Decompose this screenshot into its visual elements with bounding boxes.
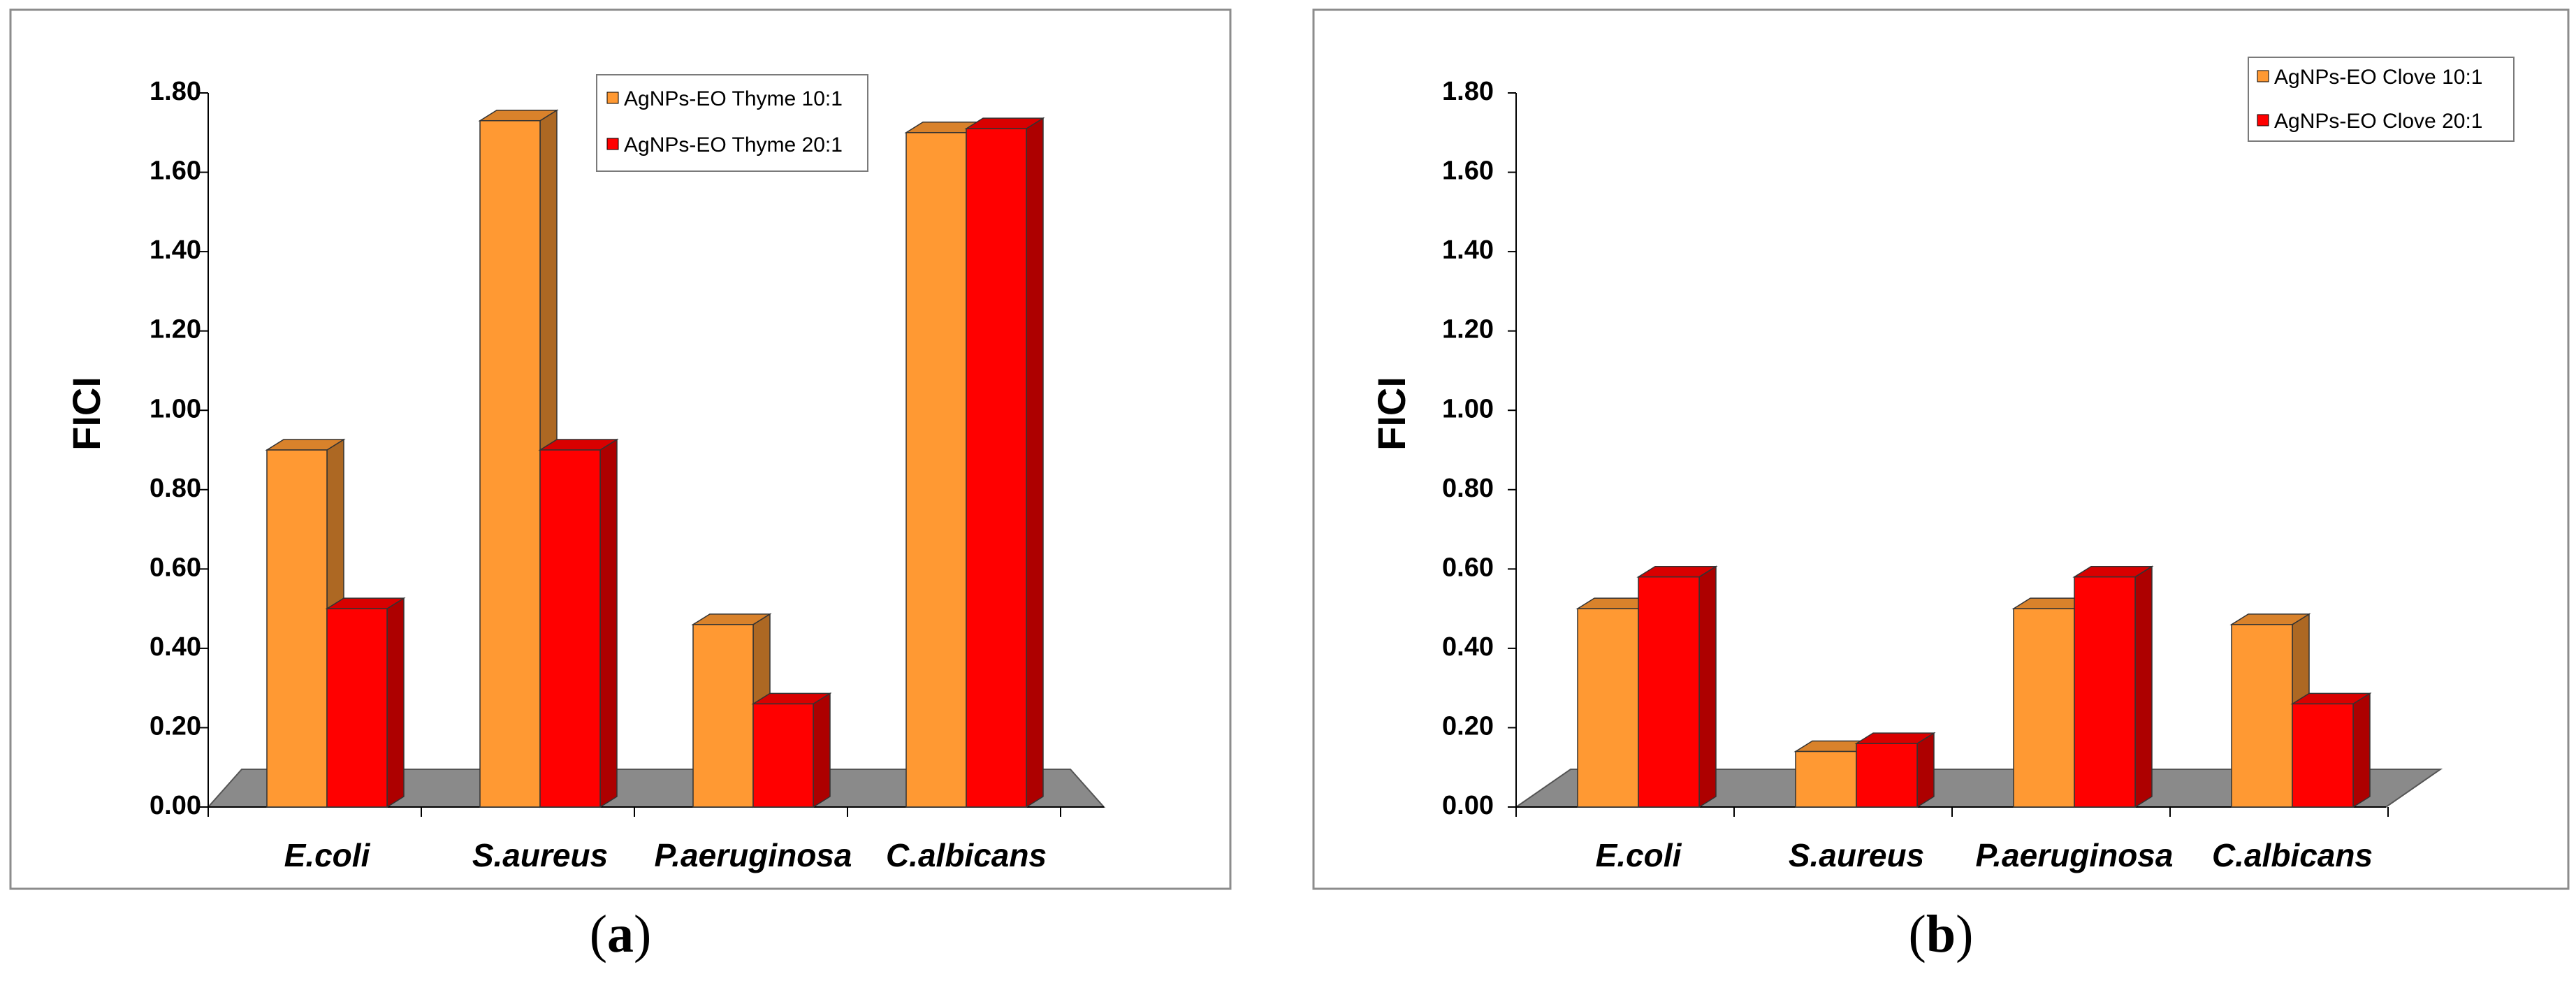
panel-b-legend-label-1: AgNPs-EO Clove 20:1: [2274, 110, 2482, 133]
panel-a-y-tick-label: 0.60: [150, 553, 201, 582]
panel-a-y-tick-label: 1.60: [150, 157, 201, 186]
bar-front-face: [1795, 750, 1857, 808]
bar-side-face: [1698, 565, 1717, 808]
panel-a-x-ticks: [208, 807, 1061, 817]
bar-front-face: [2292, 703, 2354, 808]
bar-front-face: [2231, 624, 2293, 808]
panel-a-caption: (a): [590, 905, 652, 964]
bar-side-face: [813, 692, 831, 808]
panel-a-legend: AgNPs-EO Thyme 10:1 AgNPs-EO Thyme 20:1: [596, 74, 868, 172]
bar-side-face: [599, 438, 618, 808]
panel-a-category-label: S.aureus: [472, 837, 608, 873]
panel-b-y-tick-label: 1.40: [1442, 235, 1494, 265]
panel-a-category-label: P.aeruginosa: [655, 837, 852, 873]
panel-b-bar: [1854, 732, 1936, 808]
panel-b: 0.00 0.20 0.40 0.60 0.80 1.00 1.20 1.40 1.60 1.80…: [1312, 8, 2570, 890]
panel-b-y-tick-label: 0.00: [1442, 791, 1494, 820]
panel-a-y-tick-label: 1.00: [150, 394, 201, 423]
panel-b-legend: AgNPs-EO Clove 10:1 AgNPs-EO Clove 20:1: [2248, 57, 2515, 142]
panel-b-legend-label-0: AgNPs-EO Clove 10:1: [2274, 66, 2482, 89]
panel-b-bar: [2290, 692, 2372, 808]
bar-front-face: [2074, 576, 2136, 808]
panel-b-caption: (b): [1909, 905, 1974, 964]
bar-front-face: [1577, 608, 1639, 808]
panel-a-y-tick-label: 0.40: [150, 632, 201, 662]
bar-front-face: [1856, 743, 1918, 808]
panel-a-category-labels: E.coli S.aureus P.aeruginosa C.albicans: [284, 837, 1047, 873]
panel-a-category-label: E.coli: [284, 837, 371, 873]
panel-a-legend-box: [596, 74, 868, 172]
panel-b-legend-swatch-0: [2257, 70, 2269, 82]
panel-b-bar: [2072, 565, 2154, 808]
panel-b-category-label: E.coli: [1596, 837, 1682, 873]
bar-front-face: [752, 703, 814, 808]
panel-a-y-tick-label: 0.80: [150, 474, 201, 503]
panel-a-bar: [751, 692, 832, 808]
panel-a-y-tick-label: 1.40: [150, 235, 201, 265]
panel-b-y-tick-label: 0.80: [1442, 474, 1494, 503]
panel-a-legend-swatch-0: [606, 92, 619, 104]
panel-b-category-label: C.albicans: [2212, 837, 2373, 873]
panel-a-y-tick-label: 1.20: [150, 315, 201, 344]
bar-side-face: [1026, 117, 1044, 808]
bar-front-face: [266, 449, 328, 808]
panel-b-legend-box: [2248, 57, 2515, 142]
panel-a: 0.00 0.20 0.40 0.60 0.80 1.00 1.20 1.40 1.60 1.80…: [9, 8, 1232, 890]
panel-b-category-label: P.aeruginosa: [1976, 837, 2174, 873]
bar-front-face: [479, 119, 541, 808]
bar-side-face: [2352, 692, 2371, 808]
panel-a-y-axis-title: FICI: [64, 377, 108, 451]
panel-a-bar: [325, 597, 406, 808]
panel-a-bar: [964, 117, 1045, 808]
panel-a-legend-label-0: AgNPs-EO Thyme 10:1: [624, 87, 843, 110]
panel-b-y-axis-title: FICI: [1369, 377, 1413, 451]
bar-front-face: [539, 449, 601, 808]
panel-b-category-labels: E.coli S.aureus P.aeruginosa C.albicans: [1596, 837, 2373, 873]
panel-a-y-tick-label: 1.80: [150, 77, 201, 106]
bar-side-face: [386, 597, 405, 808]
bar-front-face: [1638, 576, 1700, 808]
bar-front-face: [2013, 608, 2075, 808]
bar-front-face: [966, 128, 1027, 808]
panel-b-y-tick-label: 1.20: [1442, 315, 1494, 344]
bar-side-face: [1916, 732, 1935, 808]
panel-a-category-label: C.albicans: [886, 837, 1047, 873]
panel-a-y-ticks: 0.00 0.20 0.40 0.60 0.80 1.00 1.20 1.40 1.60 1.80: [150, 77, 208, 820]
panel-b-category-label: S.aureus: [1789, 837, 1924, 873]
panel-b-y-tick-label: 1.60: [1442, 157, 1494, 186]
bar-front-face: [692, 624, 754, 808]
panel-b-bars: [1576, 565, 2372, 808]
panel-b-bar: [1636, 565, 1718, 808]
panel-a-bars: [265, 109, 1045, 808]
panel-a-y-tick-label: 0.00: [150, 791, 201, 820]
panel-b-y-tick-label: 0.60: [1442, 553, 1494, 582]
panel-b-y-ticks: 0.00 0.20 0.40 0.60 0.80 1.00 1.20 1.40 1.60 1.80: [1442, 77, 1516, 820]
panel-a-bar: [538, 438, 619, 808]
bar-side-face: [2134, 565, 2153, 808]
panel-b-y-tick-label: 1.80: [1442, 77, 1494, 106]
panel-b-y-tick-label: 0.20: [1442, 711, 1494, 741]
panel-a-legend-swatch-1: [606, 138, 619, 150]
panel-a-y-tick-label: 0.20: [150, 711, 201, 741]
bar-front-face: [905, 132, 967, 808]
bar-front-face: [326, 608, 388, 808]
panel-b-y-tick-label: 0.40: [1442, 632, 1494, 662]
panel-b-x-ticks: [1515, 807, 2389, 817]
panel-b-legend-swatch-1: [2257, 114, 2269, 126]
panel-b-y-tick-label: 1.00: [1442, 394, 1494, 423]
panel-a-legend-label-1: AgNPs-EO Thyme 20:1: [624, 133, 843, 157]
